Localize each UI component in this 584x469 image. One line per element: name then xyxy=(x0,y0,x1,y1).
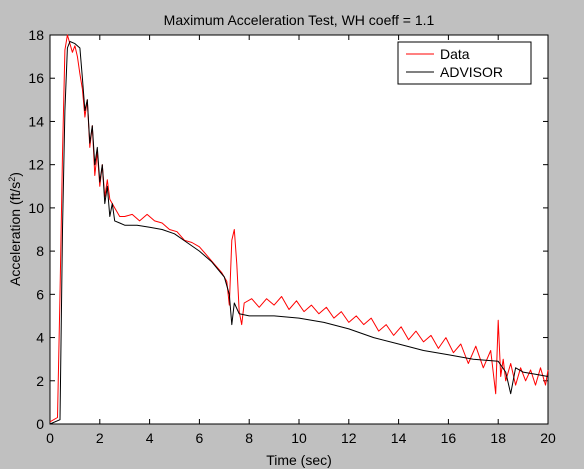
y-tick-label: 4 xyxy=(36,330,44,346)
y-tick-label: 6 xyxy=(36,286,44,302)
x-axis-ticks: 0 2 4 6 8 10 12 14 16 18 20 xyxy=(46,35,556,446)
x-tick-label: 6 xyxy=(196,430,204,446)
y-axis-label-tail: ) xyxy=(7,172,23,177)
y-tick-label: 8 xyxy=(36,243,44,259)
chart-title: Maximum Acceleration Test, WH coeff = 1.… xyxy=(164,12,435,28)
legend: Data ADVISOR xyxy=(397,41,532,85)
y-tick-label: 18 xyxy=(28,27,44,43)
y-tick-label: 14 xyxy=(28,113,44,129)
x-tick-label: 12 xyxy=(341,430,357,446)
y-axis-label-main: Acceleration (ft/s xyxy=(7,182,23,286)
x-tick-label: 2 xyxy=(96,430,104,446)
legend-box xyxy=(397,41,532,85)
y-tick-label: 16 xyxy=(28,70,44,86)
y-axis-label-superscript: 2 xyxy=(7,177,17,182)
y-tick-label: 2 xyxy=(36,373,44,389)
x-tick-label: 0 xyxy=(46,430,54,446)
series-line-advisor xyxy=(49,41,549,425)
y-tick-label: 10 xyxy=(28,200,44,216)
x-tick-label: 8 xyxy=(245,430,253,446)
plot-area xyxy=(49,34,549,425)
y-tick-label: 12 xyxy=(28,157,44,173)
y-axis-label: Acceleration (ft/s2) xyxy=(7,172,23,286)
x-tick-label: 18 xyxy=(490,430,506,446)
x-tick-label: 4 xyxy=(146,430,154,446)
x-tick-label: 16 xyxy=(441,430,457,446)
legend-label-data: Data xyxy=(440,46,470,62)
x-tick-label: 10 xyxy=(291,430,307,446)
x-axis-label: Time (sec) xyxy=(266,452,332,468)
y-axis-ticks: 0 2 4 6 8 10 12 14 16 18 xyxy=(28,27,548,432)
series-layer xyxy=(49,34,549,425)
x-tick-label: 14 xyxy=(391,430,407,446)
legend-label-advisor: ADVISOR xyxy=(440,64,503,80)
x-tick-label: 20 xyxy=(540,430,556,446)
y-tick-label: 0 xyxy=(36,416,44,432)
